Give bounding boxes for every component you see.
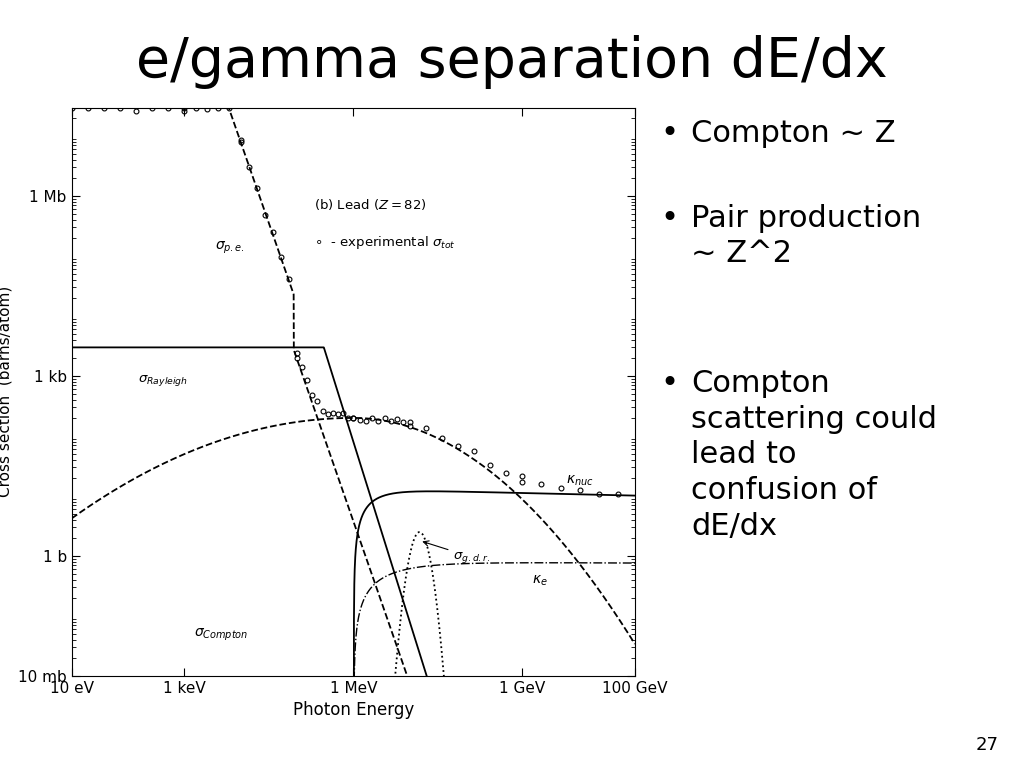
Text: e/gamma separation dE/dx: e/gamma separation dE/dx [136, 35, 888, 88]
Text: $\sigma_{g.d.r.}$: $\sigma_{g.d.r.}$ [423, 541, 490, 564]
X-axis label: Photon Energy: Photon Energy [293, 701, 414, 720]
Text: 27: 27 [976, 737, 998, 754]
Text: $\sigma_{Compton}$: $\sigma_{Compton}$ [195, 627, 249, 643]
Text: $\sigma_{Rayleigh}$: $\sigma_{Rayleigh}$ [138, 373, 188, 388]
Text: $\kappa_e$: $\kappa_e$ [532, 573, 548, 588]
Y-axis label: Cross section  (barns/atom): Cross section (barns/atom) [0, 286, 12, 498]
Text: $\circ$  - experimental $\sigma_{tot}$: $\circ$ - experimental $\sigma_{tot}$ [314, 233, 456, 250]
Text: •: • [660, 204, 679, 233]
Text: •: • [660, 119, 679, 148]
Text: Compton ~ Z: Compton ~ Z [691, 119, 896, 148]
Text: (b) Lead $(Z = 82)$: (b) Lead $(Z = 82)$ [314, 197, 427, 213]
Text: •: • [660, 369, 679, 398]
Text: Compton
scattering could
lead to
confusion of
dE/dx: Compton scattering could lead to confusi… [691, 369, 937, 541]
Text: Pair production
~ Z^2: Pair production ~ Z^2 [691, 204, 922, 269]
Text: $\kappa_{nuc}$: $\kappa_{nuc}$ [566, 474, 594, 488]
Text: $\sigma_{p.e.}$: $\sigma_{p.e.}$ [215, 240, 245, 256]
